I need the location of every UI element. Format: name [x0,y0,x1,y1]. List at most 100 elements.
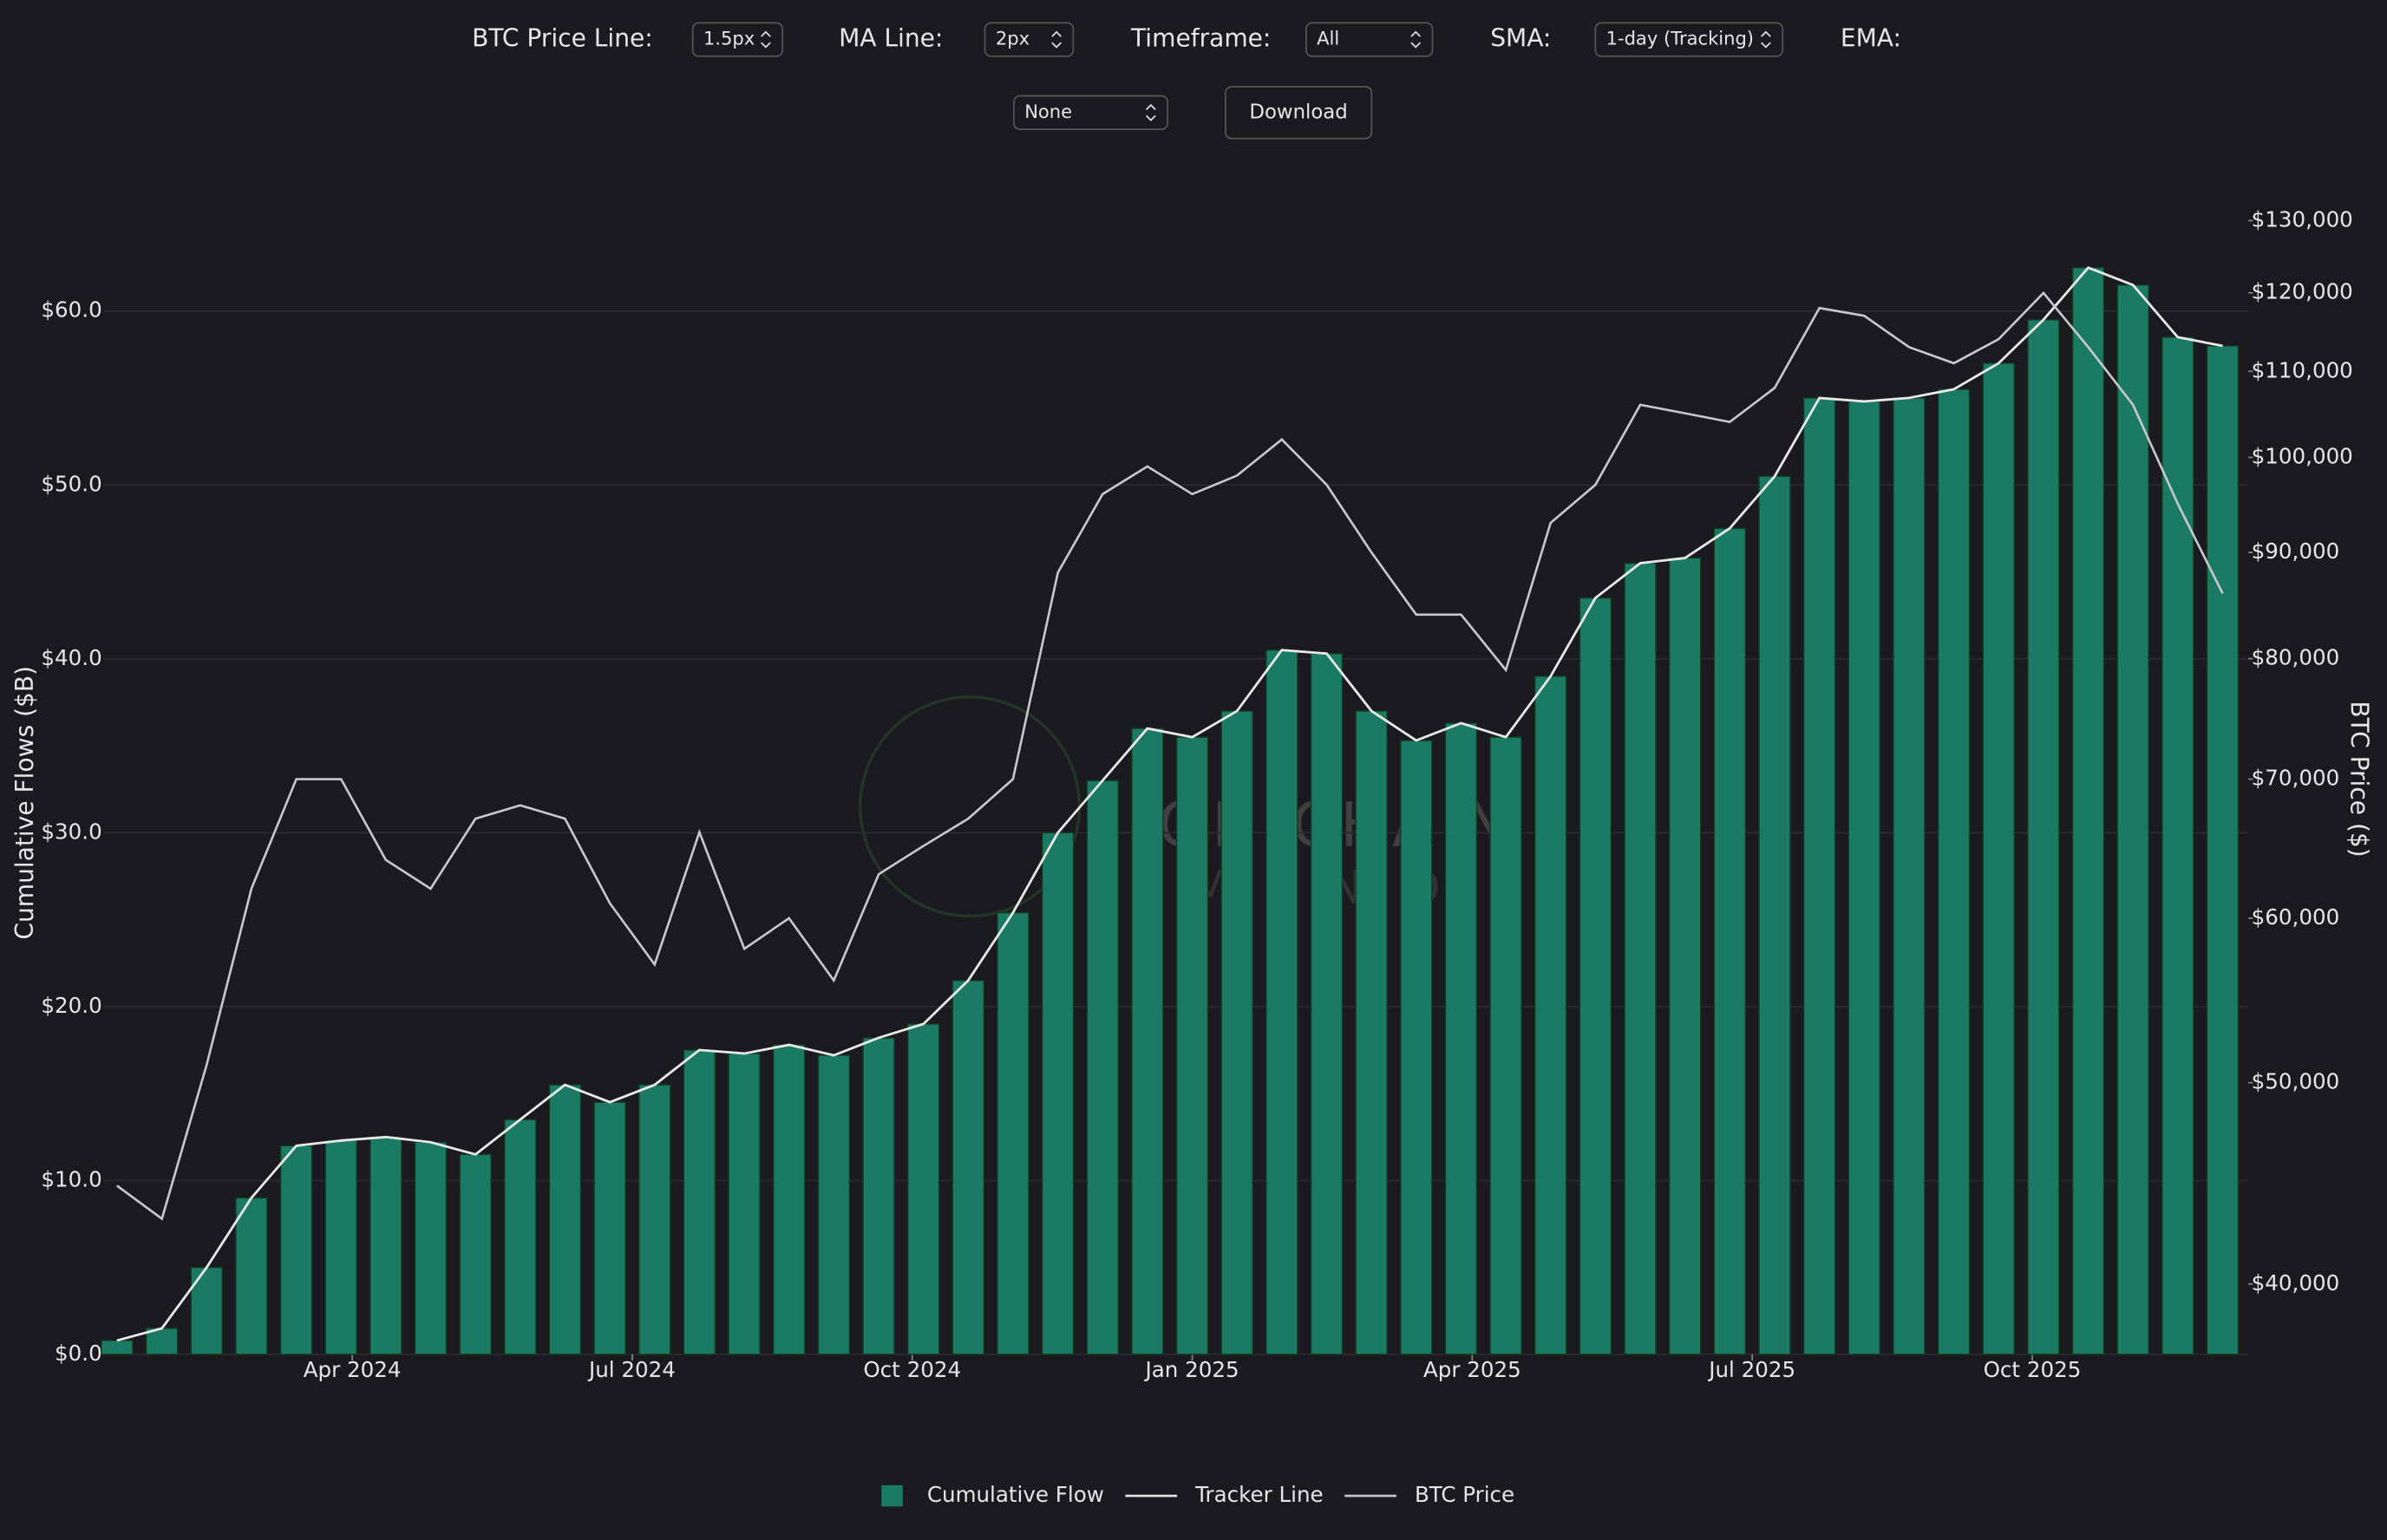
bar [2116,284,2149,1355]
y2-tick-label: $40,000 [2252,1270,2340,1295]
bar [1041,832,1075,1355]
bar [817,1054,851,1355]
legend-swatch [881,1485,903,1507]
line [116,266,2223,1342]
bar [593,1101,626,1355]
select[interactable]: 1-day (Tracking) [1594,22,1784,57]
y-tick-label: $60.0 [41,297,101,323]
select-value: All [1317,28,1339,49]
bar [1086,780,1119,1355]
control-label: SMA: [1490,24,1551,53]
x-tick-label: Apr 2024 [304,1357,402,1382]
bar [2027,319,2060,1355]
y2-tick-label: $120,000 [2252,279,2353,304]
y2-tick-label: $90,000 [2252,538,2340,564]
bar [1893,397,1926,1355]
bar [728,1053,761,1355]
y-tick-label: $10.0 [41,1166,101,1191]
select-arrow [760,30,771,49]
bar [1937,388,1971,1355]
control-label: EMA: [1841,24,1901,53]
legend-label: BTC Price [1415,1482,1514,1507]
select-arrow [1410,30,1422,49]
y2-tick-label: $80,000 [2252,645,2340,670]
bar [1220,710,1253,1355]
select-value: 2px [996,28,1030,49]
select-box [984,22,1075,57]
bar [638,1084,671,1355]
x-tick-label: Jul 2024 [587,1357,676,1382]
select-box [691,22,784,57]
bar [1400,740,1433,1355]
control-label: MA Line: [839,24,943,53]
y2-axis-label: BTC Price ($) [2345,701,2374,857]
button-label: Download [1249,101,1347,123]
y2-tick-label: $60,000 [2252,904,2340,930]
y2-tick-label: $130,000 [2252,206,2353,232]
select-box [1305,22,1434,57]
bar [1579,597,1612,1355]
y2-tick-label: $110,000 [2252,357,2353,382]
bar [369,1136,402,1355]
bar [952,980,985,1355]
bar [2161,336,2194,1355]
x-tick-label: Jul 2025 [1707,1357,1795,1382]
bar [548,1084,582,1355]
select[interactable]: 2px [984,22,1075,57]
download-button[interactable]: Download [1224,86,1373,140]
x-tick-label: Apr 2025 [1423,1357,1521,1382]
control-label: BTC Price Line: [472,24,653,53]
select-box [1013,95,1169,131]
x-tick-label: Jan 2025 [1143,1357,1239,1382]
bar [772,1044,806,1355]
y-tick-label: $50.0 [41,471,101,496]
bar [1265,649,1298,1355]
y-tick-label: $20.0 [41,993,101,1018]
select[interactable]: None [1013,95,1169,131]
y-tick-label: $40.0 [41,645,101,670]
bar [235,1197,268,1355]
bar [1847,401,1881,1355]
bar [101,1340,134,1355]
select[interactable]: 1.5px [691,22,784,57]
bar [1802,397,1836,1355]
bar [414,1141,448,1355]
select-value: 1.5px [703,28,755,49]
x-tick-label: Oct 2025 [1984,1357,2082,1382]
bar [1310,653,1344,1355]
bar [1713,527,1747,1355]
bar [1444,722,1478,1355]
control-label: Timeframe: [1130,24,1271,53]
bar [2206,345,2240,1355]
y2-tick-label: $100,000 [2252,443,2353,468]
bar [279,1145,313,1355]
bar [324,1139,357,1355]
bar [1489,736,1522,1355]
y-tick-label: $0.0 [55,1341,102,1366]
select-box [1594,22,1784,57]
bar [1131,728,1164,1355]
bar [1355,710,1388,1355]
y-tick-label: $30.0 [41,819,101,844]
bar [1668,557,1702,1355]
y2-tick-label: $70,000 [2252,766,2340,791]
bar [997,911,1030,1355]
legend-label: Tracker Line [1194,1482,1324,1507]
bar [2071,266,2105,1355]
y2-tick-label: $50,000 [2252,1069,2340,1094]
select-arrow [1145,103,1156,121]
bar [1758,475,1791,1355]
select-arrow [1051,30,1062,49]
bar [1534,675,1567,1355]
select-value: 1-day (Tracking) [1606,28,1754,49]
bar [145,1328,179,1355]
bar [1175,736,1209,1355]
select-arrow [1760,30,1771,49]
bar [906,1023,940,1355]
y-axis-label: Cumulative Flows ($B) [10,666,39,940]
select[interactable]: All [1305,22,1434,57]
button-box [1224,86,1373,140]
bar [862,1037,895,1355]
line [116,290,2224,1221]
